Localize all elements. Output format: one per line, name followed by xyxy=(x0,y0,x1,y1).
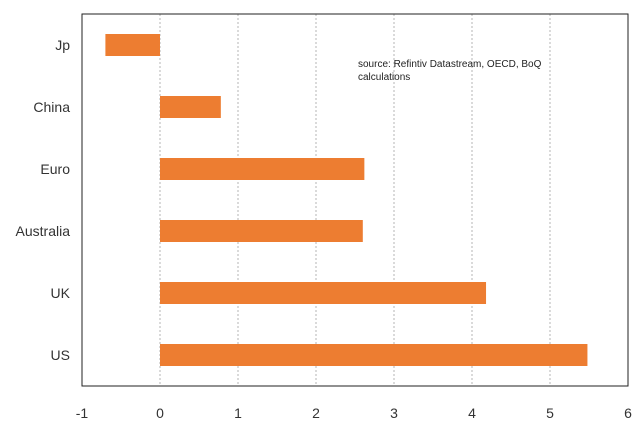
category-label-us: US xyxy=(51,347,70,363)
x-tick-label: 6 xyxy=(624,405,632,421)
x-tick-label: 5 xyxy=(546,405,554,421)
category-label-china: China xyxy=(33,99,70,115)
x-tick-label: 3 xyxy=(390,405,398,421)
x-tick-label: -1 xyxy=(76,405,89,421)
bar-jp xyxy=(105,34,160,56)
x-axis-tick-labels: -1 0 1 2 3 4 5 6 xyxy=(76,405,632,421)
bars xyxy=(105,34,588,366)
bar-us xyxy=(160,344,588,366)
x-tick-label: 4 xyxy=(468,405,476,421)
category-label-australia: Australia xyxy=(16,223,71,239)
category-labels: Jp China Euro Australia UK US xyxy=(16,37,71,363)
grid-lines xyxy=(159,14,551,386)
source-annotation-line-2: calculations xyxy=(358,72,410,83)
source-annotation-line-1: source: Refintiv Datastream, OECD, BoQ xyxy=(358,59,542,70)
x-tick-label: 0 xyxy=(156,405,164,421)
plot-area-border xyxy=(81,13,629,387)
category-label-uk: UK xyxy=(51,285,71,301)
bar-uk xyxy=(160,282,487,304)
bar-china xyxy=(160,96,221,118)
category-label-jp: Jp xyxy=(55,37,70,53)
category-label-euro: Euro xyxy=(40,161,70,177)
x-tick-label: 1 xyxy=(234,405,242,421)
bar-australia xyxy=(160,220,363,242)
x-tick-label: 2 xyxy=(312,405,320,421)
bar-euro xyxy=(160,158,365,180)
